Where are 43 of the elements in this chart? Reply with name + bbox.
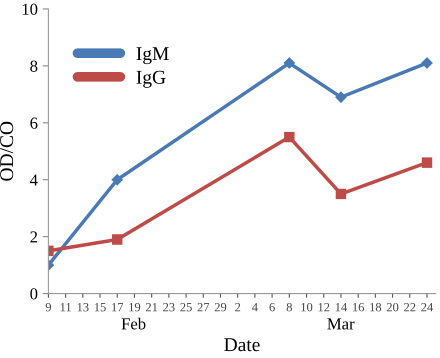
point bbox=[284, 57, 295, 69]
point bbox=[336, 188, 346, 200]
point bbox=[421, 57, 433, 69]
legend-label: IgG bbox=[136, 70, 166, 88]
x-tick-label: 4 bbox=[252, 303, 258, 312]
x-tick-label: 23 bbox=[163, 302, 175, 312]
x-tick-label: 10 bbox=[301, 302, 312, 312]
x-tick-label: 14 bbox=[336, 303, 348, 312]
text: Mar bbox=[327, 318, 354, 330]
y-tick-label: 4 bbox=[30, 174, 38, 186]
x-tick-label: 29 bbox=[214, 302, 226, 312]
y-tick-label: 10 bbox=[22, 4, 38, 15]
x-tick-label: 18 bbox=[370, 302, 382, 312]
x-tick-label: 12 bbox=[318, 302, 330, 312]
y-tick-label: 0 bbox=[30, 288, 38, 300]
x-tick-label: 2 bbox=[235, 302, 240, 312]
x-axis-title: Date bbox=[224, 338, 260, 352]
legend-label: IgM bbox=[136, 47, 169, 64]
x-tick-label: 8 bbox=[286, 302, 292, 312]
x-tick-label: 6 bbox=[270, 302, 275, 312]
x-tick-label: 9 bbox=[46, 302, 52, 312]
x-tick-label: 15 bbox=[94, 303, 106, 312]
x-tick-label: 17 bbox=[112, 303, 124, 312]
x-tick-label: 20 bbox=[386, 302, 398, 312]
point bbox=[284, 132, 295, 142]
point bbox=[422, 157, 432, 168]
point bbox=[335, 92, 347, 103]
x-tick-label: 21 bbox=[146, 302, 158, 312]
y-tick-label: 8 bbox=[30, 60, 38, 72]
point bbox=[112, 174, 123, 186]
x-tick-label: 25 bbox=[180, 302, 192, 312]
text: Feb bbox=[122, 318, 146, 330]
x-tick-label: 22 bbox=[404, 302, 416, 312]
x-tick-label: 13 bbox=[78, 302, 89, 312]
y-tick-label: 6 bbox=[30, 118, 38, 129]
x-tick-label: 27 bbox=[198, 302, 210, 312]
point bbox=[112, 234, 122, 245]
x-tick-label: 24 bbox=[421, 302, 434, 312]
y-tick-label: 2 bbox=[30, 231, 38, 242]
y-axis-title: OD/CO bbox=[0, 122, 14, 181]
x-tick-label: 11 bbox=[60, 303, 71, 312]
x-tick-label: 16 bbox=[353, 302, 364, 312]
x-tick-label: 19 bbox=[129, 302, 140, 312]
